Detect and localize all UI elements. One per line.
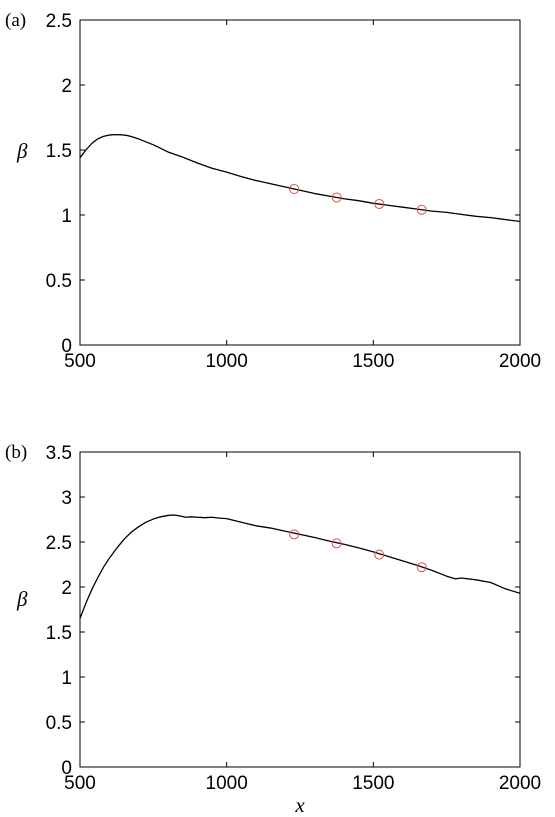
y-tick-label: 0 bbox=[61, 336, 72, 357]
y-tick-label: 2.5 bbox=[46, 533, 72, 554]
data-marker bbox=[331, 538, 342, 549]
x-tick-label: 1000 bbox=[206, 773, 248, 794]
y-tick-label: 1 bbox=[61, 668, 72, 689]
y-tick-label: 1.5 bbox=[46, 141, 72, 162]
y-tick-label: 0 bbox=[61, 758, 72, 779]
y-tick-label: 0.5 bbox=[46, 271, 72, 292]
y-tick-label: 1.5 bbox=[46, 623, 72, 644]
panel-label: (a) bbox=[5, 10, 26, 31]
plot-frame bbox=[79, 19, 521, 346]
data-marker bbox=[416, 204, 427, 215]
x-tick-label: 500 bbox=[64, 351, 96, 372]
x-tick-label: 2000 bbox=[499, 773, 541, 794]
series-line bbox=[79, 134, 521, 223]
y-tick-label: 2 bbox=[61, 76, 72, 97]
y-tick-label: 0.5 bbox=[46, 713, 72, 734]
data-marker bbox=[416, 562, 427, 573]
x-tick-label: 1500 bbox=[352, 351, 394, 372]
y-tick-label: 1 bbox=[61, 206, 72, 227]
x-axis-label: x bbox=[294, 793, 305, 817]
y-tick-label: 2.5 bbox=[46, 11, 72, 32]
plot-frame bbox=[79, 451, 521, 768]
data-marker bbox=[374, 198, 385, 209]
series-line bbox=[79, 514, 521, 619]
x-tick-label: 500 bbox=[64, 773, 96, 794]
y-axis-label: β bbox=[16, 587, 28, 611]
x-tick-label: 1000 bbox=[206, 351, 248, 372]
panel-label: (b) bbox=[5, 442, 27, 463]
y-tick-label: 3.5 bbox=[46, 443, 72, 464]
data-marker bbox=[289, 529, 300, 540]
x-tick-label: 1500 bbox=[352, 773, 394, 794]
chart-panel-b: 500 1000 1500 2000 0 0.5 1 1.5 2 2.5 3 3.5 (b) β x bbox=[5, 442, 541, 817]
x-tick-label: 2000 bbox=[499, 351, 541, 372]
data-marker bbox=[331, 192, 342, 203]
data-marker bbox=[289, 184, 300, 194]
y-tick-label: 3 bbox=[61, 488, 72, 509]
data-marker bbox=[374, 549, 385, 560]
chart-panel-a: 500 1000 1500 2000 0 0.5 1 1.5 2 2.5 (a) β bbox=[5, 10, 541, 372]
y-tick-label: 2 bbox=[61, 578, 72, 599]
y-axis-label: β bbox=[16, 139, 28, 163]
